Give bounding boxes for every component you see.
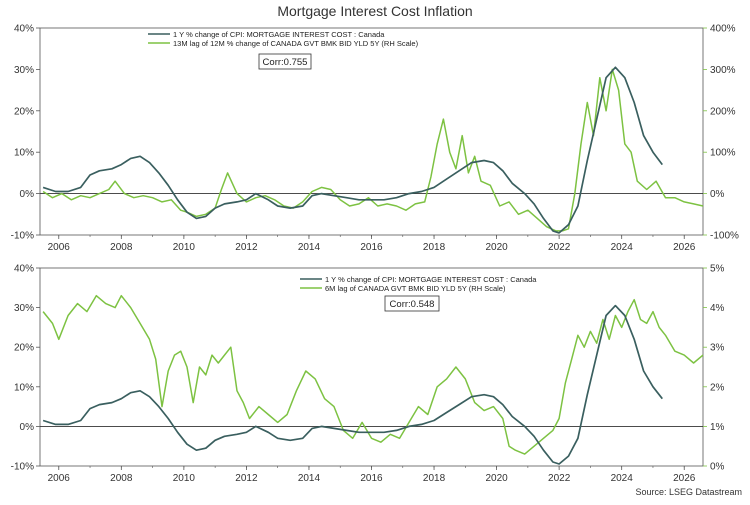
left-axis-tick-label: -10% (11, 231, 34, 242)
x-axis-tick-label: 2018 (423, 473, 446, 484)
source-note: Source: LSEG Datastream (635, 487, 742, 497)
x-axis-tick-label: 2010 (173, 242, 196, 253)
left-axis-tick-label: -10% (11, 462, 34, 473)
corr-box (258, 53, 312, 70)
legend-label: 1 Y % change of CPI: MORTGAGE INTEREST C… (173, 30, 385, 39)
x-axis-tick-label: 2010 (173, 473, 196, 484)
x-axis-tick-label: 2012 (235, 242, 258, 253)
x-axis-tick-label: 2026 (673, 242, 696, 253)
left-axis-tick-label: 0% (20, 189, 35, 200)
left-axis-tick-label: 20% (14, 106, 34, 117)
x-axis-tick-label: 2016 (360, 473, 383, 484)
left-axis-tick-label: 30% (14, 65, 34, 76)
left-axis-tick-label: 40% (14, 24, 34, 35)
x-axis-tick-label: 2018 (423, 242, 446, 253)
right-axis-tick-label: 0% (710, 189, 725, 200)
x-axis-tick-label: 2024 (611, 473, 634, 484)
right-axis-tick-label: 400% (710, 24, 736, 35)
corr-box (384, 295, 440, 312)
corr-label: Corr:0.755 (263, 57, 308, 68)
left-axis-tick-label: 0% (20, 422, 35, 433)
x-axis-tick-label: 2026 (673, 473, 696, 484)
plot-frame (39, 267, 704, 467)
chart-panel-1: 40% 30% 20% 10% 0% -10% 400% 300% 200% 100% 0% -100… (11, 24, 739, 254)
x-axis-tick-label: 2006 (48, 242, 71, 253)
series-line-canada-5y-yield (42, 68, 704, 232)
left-axis-tick-label: 10% (14, 148, 34, 159)
right-axis-tick-label: 5% (710, 264, 725, 275)
right-axis-tick-label: -100% (710, 231, 739, 242)
right-axis-tick-label: 100% (710, 148, 736, 159)
x-axis-tick-label: 2016 (360, 242, 383, 253)
right-axis-tick-label: 1% (710, 422, 725, 433)
x-axis-tick-label: 2006 (48, 473, 71, 484)
corr-label: Corr:0.548 (390, 299, 435, 310)
left-axis-tick-label: 10% (14, 382, 34, 393)
x-axis-tick-label: 2024 (611, 242, 634, 253)
right-axis-tick-label: 200% (710, 106, 736, 117)
x-axis-tick-label: 2012 (235, 473, 258, 484)
series-line-cpi-mortgage-interest (42, 304, 663, 465)
legend-label: 1 Y % change of CPI: MORTGAGE INTEREST C… (325, 275, 537, 284)
right-axis-tick-label: 3% (710, 343, 725, 354)
chart-title: Mortgage Interest Cost Inflation (277, 3, 473, 19)
left-axis-tick-label: 20% (14, 343, 34, 354)
legend-label: 13M lag of 12M % change of CANADA GVT BM… (173, 39, 419, 48)
x-axis-tick-label: 2022 (548, 473, 571, 484)
left-axis-tick-label: 40% (14, 264, 34, 275)
x-axis-tick-label: 2008 (110, 473, 133, 484)
right-axis-tick-label: 0% (710, 462, 725, 473)
plot-frame (39, 27, 704, 236)
x-axis-tick-label: 2014 (298, 242, 321, 253)
left-axis-tick-label: 30% (14, 303, 34, 314)
x-axis-tick-label: 2022 (548, 242, 571, 253)
series-line-canada-5y-yield (42, 294, 704, 455)
series-line-cpi-mortgage-interest (42, 66, 663, 234)
chart-panel-2: 40% 30% 20% 10% 0% -10% 5% 4% 3% 2% 1% 0% 2006 2008 20… (11, 264, 725, 485)
right-axis-tick-label: 4% (710, 303, 725, 314)
x-axis-tick-label: 2014 (298, 473, 321, 484)
legend-label: 6M lag of CANADA GVT BMK BID YLD 5Y (RH … (325, 284, 506, 293)
x-axis-tick-label: 2008 (110, 242, 133, 253)
x-axis-tick-label: 2020 (485, 242, 508, 253)
x-axis-tick-label: 2020 (485, 473, 508, 484)
right-axis-tick-label: 2% (710, 382, 725, 393)
right-axis-tick-label: 300% (710, 65, 736, 76)
